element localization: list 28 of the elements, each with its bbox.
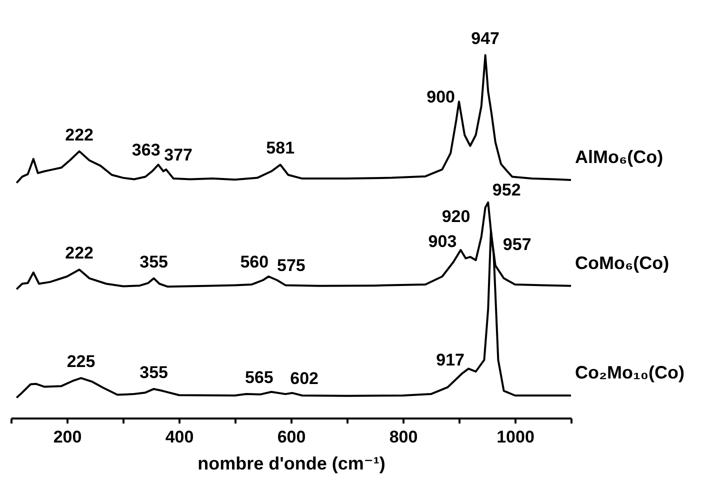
annotation: 957: [502, 234, 532, 254]
series-label: CoMo₆(Co): [575, 252, 670, 273]
annotation: 917: [436, 350, 465, 370]
annotation: 900: [426, 88, 455, 107]
series-label: Co₂Mo₁₀(Co): [575, 362, 685, 383]
annotation: 581: [266, 138, 295, 158]
annotation: 377: [164, 145, 192, 164]
annotation: 363: [132, 140, 160, 160]
annotation: 947: [471, 29, 500, 48]
x-tick-label: 200: [53, 428, 82, 446]
x-tick-label: 600: [277, 428, 306, 446]
annotation: 952: [492, 180, 521, 200]
annotation: 920: [442, 206, 470, 226]
annotation: 602: [290, 368, 318, 388]
annotation: 565: [245, 368, 274, 387]
annotation: 903: [428, 232, 457, 252]
x-axis-title: nombre d'onde (cm⁻¹): [198, 454, 386, 474]
annotation: 225: [66, 352, 96, 372]
x-tick-label: 800: [389, 428, 418, 446]
x-tick-label: 1000: [496, 428, 534, 446]
annotation: 355: [140, 362, 168, 382]
annotation: 222: [65, 125, 94, 144]
annotation: 575: [277, 256, 306, 276]
series-label: AlMo₆(Co): [575, 146, 664, 167]
annotation: 560: [240, 252, 269, 272]
x-tick-label: 400: [165, 428, 194, 446]
annotation: 355: [140, 252, 168, 272]
annotation: 222: [65, 244, 94, 263]
